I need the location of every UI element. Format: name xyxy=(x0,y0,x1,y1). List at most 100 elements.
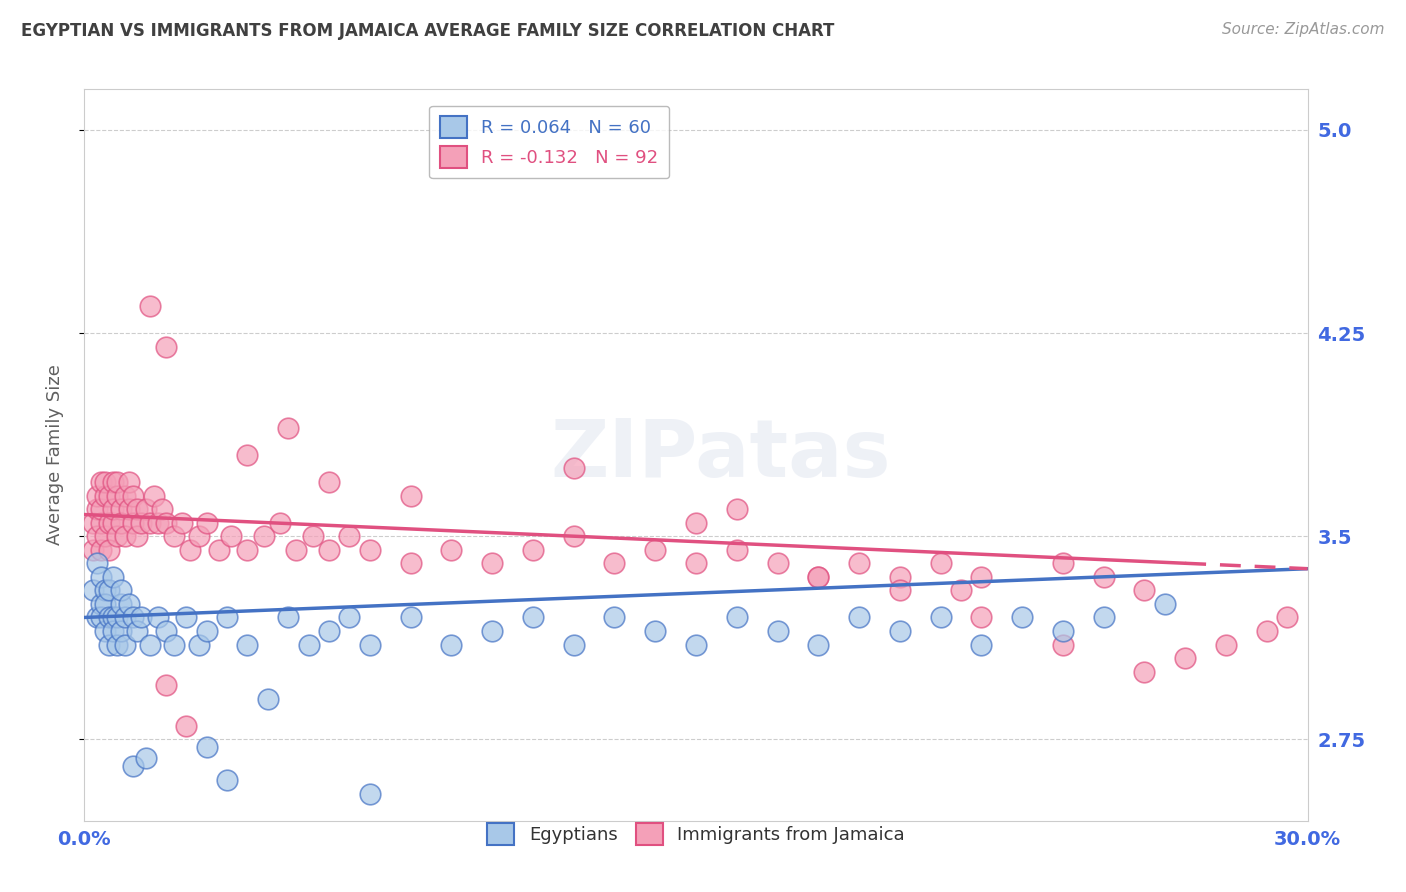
Point xyxy=(155,340,177,354)
Point xyxy=(807,570,830,584)
Point xyxy=(122,489,145,503)
Point xyxy=(101,624,124,638)
Point xyxy=(644,542,666,557)
Point xyxy=(86,556,108,570)
Point xyxy=(110,516,132,530)
Point xyxy=(970,570,993,584)
Point xyxy=(114,610,136,624)
Point xyxy=(522,610,544,624)
Point xyxy=(179,542,201,557)
Point xyxy=(90,542,112,557)
Point xyxy=(339,610,361,624)
Point xyxy=(90,610,112,624)
Point xyxy=(1052,638,1074,652)
Point xyxy=(93,624,115,638)
Point xyxy=(1256,624,1278,638)
Point xyxy=(253,529,276,543)
Point xyxy=(114,489,136,503)
Point xyxy=(187,529,209,543)
Point xyxy=(725,502,748,516)
Point xyxy=(889,570,911,584)
Point xyxy=(766,556,789,570)
Point xyxy=(889,624,911,638)
Point xyxy=(440,542,463,557)
Point xyxy=(481,556,503,570)
Point xyxy=(889,583,911,598)
Point xyxy=(105,638,128,652)
Point xyxy=(603,556,626,570)
Point xyxy=(725,542,748,557)
Point xyxy=(644,624,666,638)
Point xyxy=(114,529,136,543)
Point xyxy=(86,529,108,543)
Point xyxy=(150,502,173,516)
Point xyxy=(82,516,104,530)
Point xyxy=(562,529,585,543)
Point xyxy=(163,529,186,543)
Point xyxy=(970,638,993,652)
Point xyxy=(97,583,120,598)
Point xyxy=(146,516,169,530)
Point xyxy=(269,516,291,530)
Point xyxy=(359,638,381,652)
Point xyxy=(950,583,973,598)
Point xyxy=(195,624,218,638)
Point xyxy=(127,624,149,638)
Point xyxy=(1052,556,1074,570)
Point xyxy=(685,638,707,652)
Point xyxy=(562,461,585,475)
Point xyxy=(522,542,544,557)
Legend: Egyptians, Immigrants from Jamaica: Egyptians, Immigrants from Jamaica xyxy=(479,815,912,852)
Point xyxy=(138,638,160,652)
Point xyxy=(481,624,503,638)
Point xyxy=(110,624,132,638)
Point xyxy=(93,489,115,503)
Text: Source: ZipAtlas.com: Source: ZipAtlas.com xyxy=(1222,22,1385,37)
Point xyxy=(562,638,585,652)
Point xyxy=(97,489,120,503)
Point xyxy=(359,787,381,801)
Point xyxy=(118,475,141,489)
Point xyxy=(105,610,128,624)
Point xyxy=(127,529,149,543)
Point xyxy=(110,583,132,598)
Point xyxy=(122,610,145,624)
Point xyxy=(155,516,177,530)
Point xyxy=(86,489,108,503)
Point xyxy=(685,556,707,570)
Point xyxy=(257,691,280,706)
Point xyxy=(195,516,218,530)
Point xyxy=(90,475,112,489)
Point xyxy=(1154,597,1177,611)
Point xyxy=(217,772,239,787)
Point xyxy=(219,529,242,543)
Point xyxy=(1052,624,1074,638)
Point xyxy=(86,610,108,624)
Point xyxy=(122,516,145,530)
Point xyxy=(131,610,153,624)
Point xyxy=(195,740,218,755)
Point xyxy=(97,610,120,624)
Point xyxy=(1215,638,1237,652)
Point xyxy=(1133,665,1156,679)
Point xyxy=(90,516,112,530)
Point xyxy=(807,570,830,584)
Point xyxy=(807,638,830,652)
Point xyxy=(90,502,112,516)
Point xyxy=(135,502,157,516)
Point xyxy=(93,475,115,489)
Point xyxy=(101,475,124,489)
Point xyxy=(101,570,124,584)
Point xyxy=(110,502,132,516)
Point xyxy=(1092,570,1115,584)
Point xyxy=(155,678,177,692)
Point xyxy=(163,638,186,652)
Point xyxy=(208,542,231,557)
Point xyxy=(318,475,340,489)
Point xyxy=(285,542,308,557)
Point xyxy=(127,502,149,516)
Text: ZIPatas: ZIPatas xyxy=(550,416,891,494)
Point xyxy=(399,610,422,624)
Point xyxy=(101,502,124,516)
Point xyxy=(122,759,145,773)
